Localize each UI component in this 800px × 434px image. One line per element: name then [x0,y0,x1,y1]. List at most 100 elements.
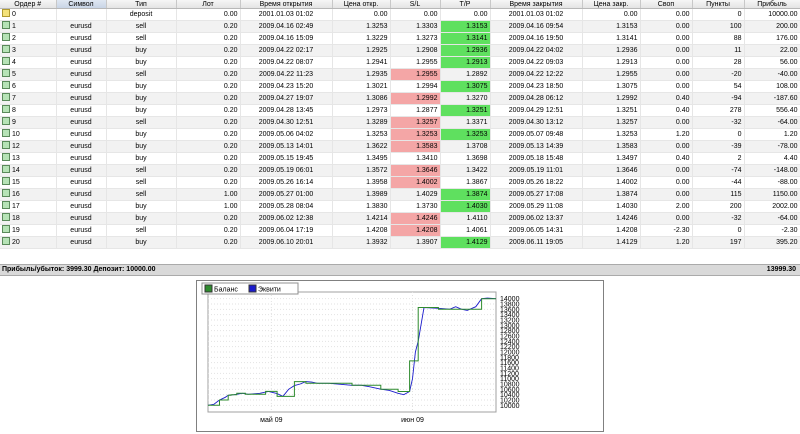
cell-close-price: 1.3646 [582,164,641,177]
cell-points: 100 [692,20,745,33]
chart-legend: Баланс Эквити [201,282,299,295]
cell-tp: 1.3422 [440,164,491,177]
cell-profit: 176.00 [744,32,800,45]
column-header-points[interactable]: Пункты [692,0,745,9]
cell-order: 13 [0,152,57,165]
table-row[interactable]: 18 eurusd buy 0.20 2009.06.02 12:38 1.4214 1.4… [0,212,800,225]
cell-symbol: eurusd [56,68,107,81]
table-row[interactable]: 13 eurusd buy 0.20 2009.05.15 19:45 1.3495 1.3… [0,152,800,165]
cell-open-price: 1.3495 [332,152,391,165]
cell-lot: 0.20 [176,68,241,81]
cell-close-time: 2009.04.16 09:54 [490,20,583,33]
table-row[interactable]: 0 deposit 0.00 2001.01.03 01:02 0.00 0.00 0.00… [0,8,800,21]
order-number: 14 [12,167,20,174]
cell-tp: 1.3253 [440,128,491,141]
cell-tp: 1.3874 [440,188,491,201]
cell-open-time: 2009.05.06 04:02 [240,128,333,141]
balance-chart: 10000 10200 10400 10600 10800 11000 11200 11400… [196,280,604,432]
cell-profit: 108.00 [744,80,800,93]
cell-tp: 1.2892 [440,68,491,81]
y-tick-label: 10400 [500,392,520,399]
cell-tp: 0.00 [440,8,491,21]
legend-label: Баланс [214,287,238,294]
cell-lot: 0.20 [176,152,241,165]
table-row[interactable]: 9 eurusd sell 0.20 2009.04.30 12:51 1.3289 1.3… [0,116,800,129]
cell-profit: 1150.00 [744,188,800,201]
y-tick-label: 11000 [500,376,519,383]
cell-close-price: 1.3253 [582,128,641,141]
table-row[interactable]: 20 eurusd buy 0.20 2009.06.10 20:01 1.3932 1.3… [0,236,800,249]
table-row[interactable]: 7 eurusd buy 0.20 2009.04.27 19:07 1.3086 1.29… [0,92,800,105]
table-row[interactable]: 10 eurusd buy 0.20 2009.05.06 04:02 1.3253 1.3… [0,128,800,141]
cell-swap: 1.20 [640,128,693,141]
cell-tp: 1.3708 [440,140,491,153]
cell-order: 5 [0,68,57,81]
column-header-lot[interactable]: Лот [176,0,241,9]
order-number: 0 [12,11,16,18]
cell-swap: 0.00 [640,164,693,177]
cell-tp: 1.3141 [440,32,491,45]
order-number: 19 [12,227,20,234]
table-row[interactable]: 17 eurusd buy 1.00 2009.05.28 08:04 1.3830 1.3… [0,200,800,213]
table-row[interactable]: 8 eurusd buy 0.20 2009.04.28 13:45 1.2973 1.28… [0,104,800,117]
order-number: 9 [12,119,16,126]
column-header-sl[interactable]: S/L [390,0,441,9]
cell-symbol: eurusd [56,236,107,249]
table-row[interactable]: 6 eurusd buy 0.20 2009.04.23 15:20 1.3021 1.29… [0,80,800,93]
column-header-close-price[interactable]: Цена закр. [582,0,641,9]
cell-close-time: 2009.04.28 06:12 [490,92,583,105]
order-icon [2,237,10,245]
y-tick-label: 11600 [500,360,519,367]
table-row[interactable]: 3 eurusd buy 0.20 2009.04.22 02:17 1.2925 1.29… [0,44,800,57]
column-header-order[interactable]: Ордер # [0,0,57,9]
cell-lot: 0.20 [176,116,241,129]
cell-swap: 2.00 [640,200,693,213]
column-header-close-time[interactable]: Время закрытия [490,0,583,9]
table-row[interactable]: 1 eurusd sell 0.20 2009.04.16 02:49 1.3253 1.3… [0,20,800,33]
cell-close-price: 1.4129 [582,236,641,249]
cell-tp: 1.3270 [440,92,491,105]
cell-open-time: 2009.04.22 08:07 [240,56,333,69]
table-row[interactable]: 12 eurusd buy 0.20 2009.05.13 14:01 1.3622 1.3… [0,140,800,153]
order-icon [2,81,10,89]
column-header-symbol[interactable]: Символ [56,0,107,9]
table-row[interactable]: 5 eurusd sell 0.20 2009.04.22 11:23 1.2935 1.2… [0,68,800,81]
cell-type: deposit [106,8,177,21]
cell-close-time: 2009.05.19 11:01 [490,164,583,177]
cell-points: -32 [692,116,745,129]
column-header-open-price[interactable]: Цена откр. [332,0,391,9]
order-icon [2,45,10,53]
y-tick-label: 11400 [500,366,519,373]
y-tick-label: 13400 [500,312,520,319]
cell-open-price: 1.3572 [332,164,391,177]
x-tick-label: июн 09 [401,417,424,424]
order-icon [2,93,10,101]
cell-profit: 1.20 [744,128,800,141]
cell-close-time: 2009.04.22 12:22 [490,68,583,81]
column-header-type[interactable]: Тип [106,0,177,9]
table-body: 0 deposit 0.00 2001.01.03 01:02 0.00 0.00 0.00… [0,8,800,249]
cell-open-time: 2009.04.28 13:45 [240,104,333,117]
cell-sl: 1.3646 [390,164,441,177]
column-header-profit[interactable]: Прибыль [744,0,800,9]
cell-open-price: 1.3958 [332,176,391,189]
cell-tp: 1.3371 [440,116,491,129]
column-header-swap[interactable]: Своп [640,0,693,9]
cell-sl: 1.2992 [390,92,441,105]
table-row[interactable]: 14 eurusd sell 0.20 2009.05.19 06:01 1.3572 1.… [0,164,800,177]
cell-tp: 1.4061 [440,224,491,237]
cell-close-time: 2009.04.29 12:51 [490,104,583,117]
table-row[interactable]: 4 eurusd buy 0.20 2009.04.22 08:07 1.2941 1.29… [0,56,800,69]
column-header-open-time[interactable]: Время открытия [240,0,333,9]
order-number: 1 [12,23,16,30]
cell-lot: 0.20 [176,176,241,189]
column-header-tp[interactable]: T/P [440,0,491,9]
cell-type: sell [106,68,177,81]
cell-open-price: 1.3086 [332,92,391,105]
table-row[interactable]: 15 eurusd sell 0.20 2009.05.26 16:14 1.3958 1.… [0,176,800,189]
table-row[interactable]: 16 eurusd sell 1.00 2009.05.27 01:00 1.3989 1.… [0,188,800,201]
table-row[interactable]: 19 eurusd sell 0.20 2009.06.04 17:19 1.4208 1.… [0,224,800,237]
cell-swap: 0.00 [640,68,693,81]
table-row[interactable]: 2 eurusd sell 0.20 2009.04.16 15:09 1.3229 1.3… [0,32,800,45]
cell-points: 0 [692,8,745,21]
